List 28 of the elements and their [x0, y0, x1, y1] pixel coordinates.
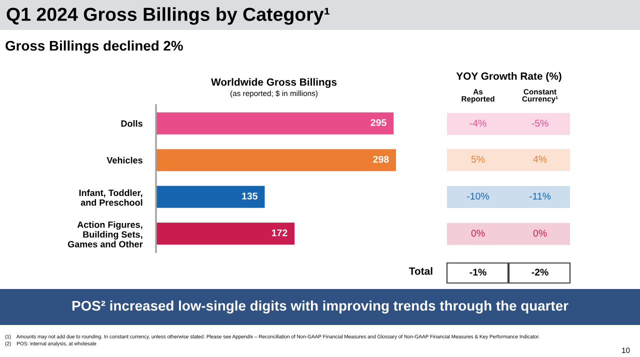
- text: 0%: [471, 230, 485, 237]
- text: -4%: [470, 120, 486, 127]
- bar: [156, 222, 295, 245]
- y-tick-label: Dolls: [121, 120, 142, 127]
- text: POS² increased low-single digits with improving trends through the quarter: [72, 300, 568, 314]
- bar: [156, 112, 394, 134]
- y-tick-label: Action Figures, Building Sets, Games and Other: [68, 221, 143, 248]
- text: 5%: [471, 156, 485, 163]
- data-label: 172: [272, 229, 288, 236]
- y-tick-label: Infant, Toddler, and Preschool: [79, 189, 142, 206]
- bar: [156, 149, 396, 172]
- text: -1%: [470, 268, 486, 276]
- text: -11%: [529, 192, 551, 200]
- chart-title: Q1 2024 Gross Billings by Category¹: [6, 7, 330, 25]
- data-label: 135: [242, 192, 258, 200]
- text: -5%: [532, 120, 548, 127]
- text: 4%: [533, 156, 547, 163]
- text: -2%: [532, 268, 548, 276]
- data-label: 298: [373, 156, 389, 163]
- data-label: 295: [370, 119, 386, 126]
- text: YOY Growth Rate (%): [456, 72, 562, 82]
- text: Worldwide Gross Billings: [211, 78, 337, 88]
- bar: [156, 186, 265, 208]
- y-tick-label: Vehicles: [106, 156, 142, 164]
- text: -10%: [467, 192, 490, 200]
- text: 0%: [533, 230, 547, 237]
- text: Total: [409, 267, 432, 275]
- chart-subtitle: Gross Billings declined 2%: [6, 40, 183, 54]
